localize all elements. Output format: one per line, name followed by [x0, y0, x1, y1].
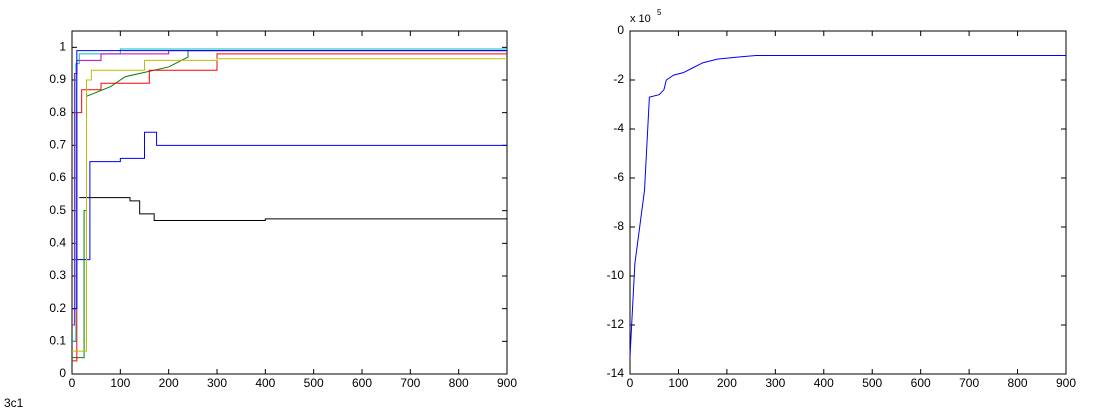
- y-tick-label: -4: [613, 121, 624, 135]
- y-tick-label: -8: [613, 219, 624, 233]
- y-multiplier-exponent: 5: [657, 8, 662, 17]
- x-tick-label: 300: [765, 376, 785, 390]
- y-tick-label: 0.6: [49, 170, 66, 184]
- y-tick-label: 0.1: [49, 334, 66, 348]
- data-line: [72, 50, 507, 359]
- x-tick-label: 100: [668, 376, 688, 390]
- data-line: [72, 58, 507, 352]
- y-tick-label: 0.4: [49, 236, 66, 250]
- data-line: [72, 50, 507, 326]
- x-tick-label: 800: [449, 376, 469, 390]
- x-tick-label: 800: [1008, 376, 1028, 390]
- y-multiplier: x 10: [630, 13, 651, 25]
- x-tick-label: 200: [717, 376, 737, 390]
- y-tick-label: 0.2: [49, 301, 66, 315]
- y-tick-label: -2: [613, 72, 624, 86]
- x-tick-label: 400: [255, 376, 275, 390]
- y-tick-label: 0.3: [49, 268, 66, 282]
- x-tick-label: 600: [911, 376, 931, 390]
- data-line: [79, 197, 507, 221]
- x-tick-label: 600: [352, 376, 372, 390]
- data-line: [629, 55, 1066, 357]
- y-tick-label: -6: [613, 170, 624, 184]
- x-tick-label: 100: [110, 376, 130, 390]
- figure-caption: 3c1: [4, 396, 24, 410]
- plot-area: [71, 30, 508, 375]
- y-tick-label: 0.8: [49, 105, 66, 119]
- x-tick-label: 200: [159, 376, 179, 390]
- x-tick-label: 700: [959, 376, 979, 390]
- data-line: [72, 48, 507, 342]
- y-tick-label: 0.7: [49, 138, 66, 152]
- x-tick-label: 300: [207, 376, 227, 390]
- x-tick-label: 0: [69, 376, 76, 390]
- plot-area: [629, 30, 1067, 375]
- y-tick-label: -10: [607, 268, 625, 282]
- y-tick-label: -12: [607, 317, 625, 331]
- y-tick-label: 1: [59, 40, 66, 54]
- y-tick-label: 0.5: [49, 203, 66, 217]
- y-tick-label: -14: [607, 366, 625, 380]
- y-tick-label: 0.9: [49, 72, 66, 86]
- axes: 0 100 200 300 400 500 600 700 800 900 0 0.1 0.2 0.3 0.…: [49, 30, 517, 390]
- axes: 0 100 200 300 400 500 600 700 800 900 -14 -12 -10 -8 -…: [607, 8, 1077, 390]
- x-tick-label: 0: [627, 376, 634, 390]
- x-tick-label: 400: [814, 376, 834, 390]
- x-tick-label: 500: [862, 376, 882, 390]
- x-tick-label: 900: [1056, 376, 1076, 390]
- x-tick-label: 700: [400, 376, 420, 390]
- x-tick-label: 500: [304, 376, 324, 390]
- data-line: [72, 131, 507, 261]
- data-line: [72, 50, 507, 310]
- y-tick-label: 0: [59, 366, 66, 380]
- y-tick-label: 0: [617, 23, 624, 37]
- x-tick-label: 900: [497, 376, 517, 390]
